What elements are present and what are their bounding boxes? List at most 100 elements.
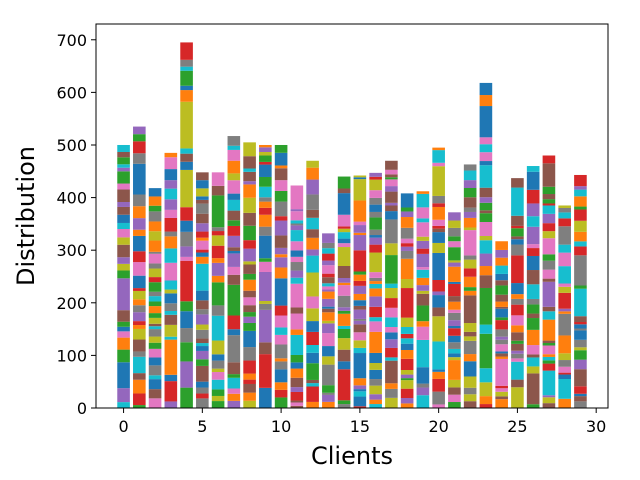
bar-segment — [117, 171, 130, 184]
bar-segment — [243, 248, 256, 262]
bar-segment — [369, 288, 382, 297]
bar-segment — [196, 343, 209, 347]
bar-segment — [306, 321, 319, 332]
bar-segment — [416, 383, 430, 388]
bar-segment — [542, 269, 556, 279]
bar-segment — [148, 317, 162, 324]
bar-segment — [542, 354, 556, 357]
bar-segment — [133, 275, 146, 289]
bar-segment — [133, 153, 146, 164]
bar-segment — [148, 263, 162, 269]
bar-segment — [227, 149, 241, 161]
bar-segment — [495, 273, 508, 281]
bar-segment — [148, 375, 162, 380]
bar-segment — [164, 303, 178, 311]
bar-segment — [196, 300, 209, 310]
bar-segment — [322, 248, 335, 254]
bar-segment — [180, 161, 193, 170]
bar-segment — [211, 282, 225, 306]
bar-segment — [337, 338, 351, 350]
bar-segment — [511, 350, 524, 354]
bar-segment — [353, 293, 367, 301]
bar-segment — [133, 351, 146, 357]
y-tick-label: 200 — [56, 294, 87, 313]
bar-segment — [259, 342, 272, 355]
bar-segment — [448, 220, 461, 228]
bar-segment — [511, 255, 524, 284]
bar-client-22 — [463, 164, 477, 408]
bar-segment — [243, 273, 256, 280]
bar-segment — [353, 274, 367, 281]
bar-client-20 — [432, 147, 445, 408]
bar-segment — [448, 402, 461, 408]
bar-segment — [133, 328, 146, 340]
x-tick-label: 0 — [118, 417, 128, 436]
bar-segment — [416, 191, 430, 194]
bar-segment — [574, 288, 587, 317]
bar-segment — [306, 194, 319, 210]
bar-segment — [574, 359, 587, 370]
bar-segment — [117, 349, 130, 363]
bar-segment — [211, 275, 225, 283]
bar-segment — [227, 225, 241, 236]
bar-segment — [337, 310, 351, 314]
bar-segment — [463, 376, 477, 388]
bar-segment — [337, 361, 351, 370]
bar-segment — [337, 328, 351, 339]
bar-segment — [306, 249, 319, 256]
bar-segment — [227, 400, 241, 408]
bar-segment — [574, 347, 587, 351]
bar-segment — [448, 335, 461, 343]
bar-segment — [227, 250, 241, 254]
bar-segment — [511, 244, 524, 256]
bar-segment — [227, 180, 241, 194]
bar-segment — [385, 243, 398, 256]
bar-segment — [511, 225, 524, 229]
bar-segment — [322, 273, 335, 278]
bar-segment — [196, 196, 209, 200]
bar-segment — [290, 185, 304, 210]
bar-segment — [243, 156, 256, 169]
bar-segment — [196, 240, 209, 250]
bar-segment — [416, 193, 430, 208]
bar-segment — [558, 353, 571, 361]
bar-segment — [274, 397, 288, 408]
bar-segment — [416, 285, 430, 291]
bar-segment — [133, 393, 146, 406]
bar-segment — [479, 253, 493, 267]
bar-segment — [274, 152, 288, 166]
bar-segment — [353, 175, 367, 178]
bar-segment — [243, 373, 256, 380]
bar-segment — [448, 342, 461, 349]
bar-segment — [432, 279, 445, 292]
bar-segment — [290, 250, 304, 257]
bar-client-8 — [243, 142, 256, 408]
bar-segment — [448, 236, 461, 242]
bar-segment — [290, 313, 304, 330]
bar-segment — [432, 369, 445, 372]
bar-segment — [322, 298, 335, 307]
bar-segment — [574, 316, 587, 322]
bar-segment — [290, 230, 304, 242]
bar-segment — [290, 400, 304, 403]
bar-segment — [290, 354, 304, 363]
bar-segment — [227, 315, 241, 330]
bar-client-26 — [526, 166, 540, 408]
bar-segment — [117, 278, 130, 311]
bar-segment — [306, 209, 319, 218]
bar-segment — [227, 329, 241, 336]
bar-segment — [558, 207, 571, 213]
bar-segment — [526, 248, 540, 256]
bar-segment — [196, 314, 209, 325]
bar-segment — [385, 388, 398, 398]
bar-segment — [133, 299, 146, 306]
bar-segment — [369, 362, 382, 370]
bar-segment — [369, 281, 382, 284]
bar-segment — [180, 361, 193, 388]
bar-client-12 — [306, 160, 319, 408]
bar-segment — [542, 360, 556, 364]
bar-segment — [117, 310, 130, 322]
bar-segment — [211, 231, 225, 236]
bar-segment — [353, 353, 367, 379]
bar-segment — [385, 332, 398, 340]
